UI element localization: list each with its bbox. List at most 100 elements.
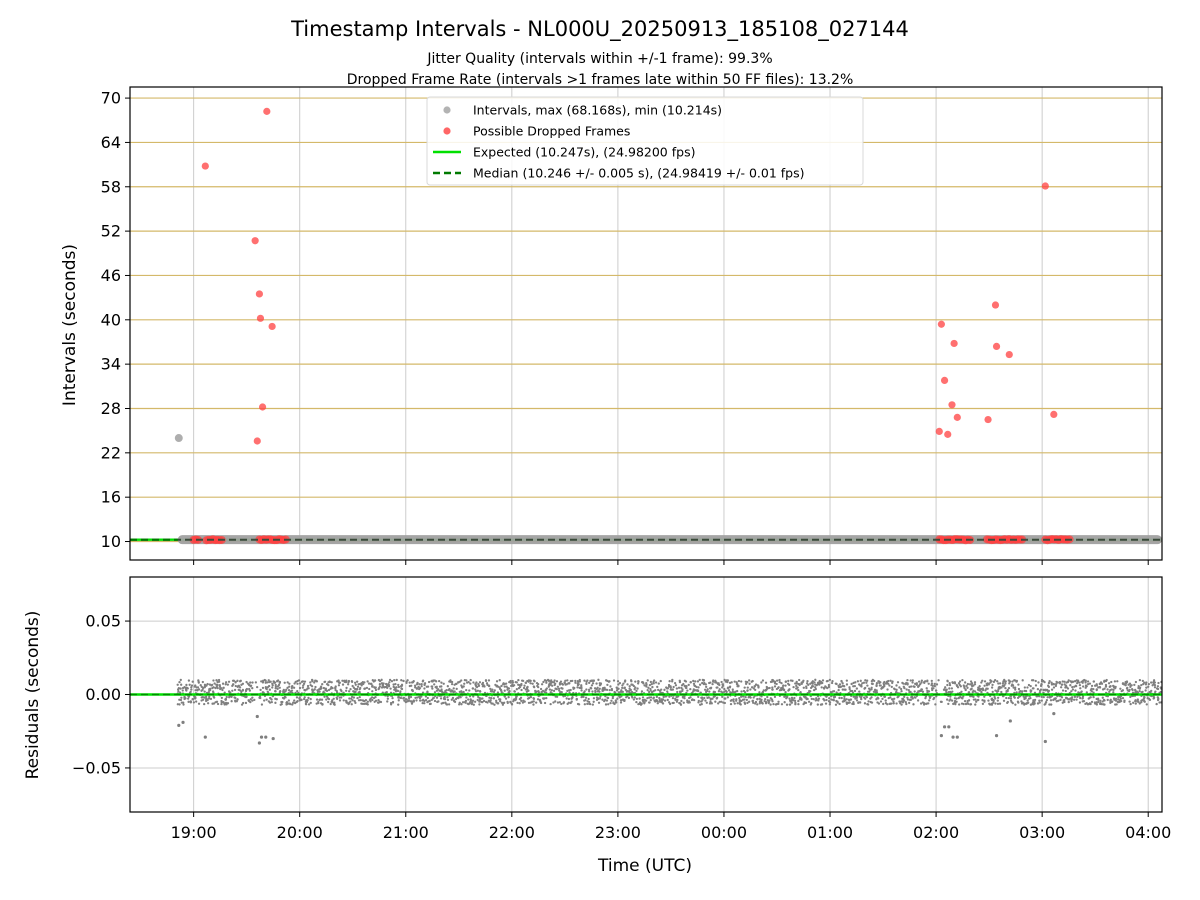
residual-point-2540 <box>969 703 973 706</box>
residual-point-2033 <box>807 683 810 686</box>
residual-point-383 <box>299 682 302 685</box>
residual-point-1101 <box>520 688 523 692</box>
residual-point-2558 <box>973 683 977 686</box>
residual-point-642 <box>378 685 382 688</box>
residual-point-2319 <box>895 690 898 694</box>
residual-point-1918 <box>771 688 774 691</box>
residual-point-2404 <box>921 690 925 693</box>
xtick-label-4: 23:00 <box>595 823 641 842</box>
residual-point-1035 <box>500 689 503 692</box>
residual-point-2295 <box>888 684 891 687</box>
residual-point-408 <box>306 699 309 702</box>
residual-point-2579 <box>981 679 984 682</box>
residual-point-510 <box>338 699 342 702</box>
residual-point-3090 <box>1138 678 1142 682</box>
residual-point-1307 <box>584 696 588 699</box>
residual-point-2763 <box>1037 681 1040 684</box>
residual-point-2784 <box>1043 703 1046 706</box>
residual-point-617 <box>371 685 374 688</box>
residual-point-2700 <box>1020 700 1023 703</box>
residual-point-1670 <box>696 680 700 683</box>
residual-point-167 <box>226 702 230 705</box>
residual-point-933 <box>468 695 472 698</box>
residual-point-41 <box>188 683 191 686</box>
residual-point-945 <box>473 700 477 703</box>
residual-point-2790 <box>1047 681 1051 685</box>
residual-point-1464 <box>631 696 634 699</box>
residual-point-729 <box>406 679 409 682</box>
residual-point-2654 <box>1004 686 1007 690</box>
residual-point-1943 <box>780 682 783 685</box>
chart-title: Timestamp Intervals - NL000U_20250913_18… <box>290 17 909 42</box>
chart-subtitle-dropped: Dropped Frame Rate (intervals >1 frames … <box>347 72 854 88</box>
residual-point-2268 <box>879 684 882 687</box>
residual-point-452 <box>321 683 324 686</box>
residual-point-359 <box>292 701 295 704</box>
residual-point-341 <box>287 689 291 692</box>
residual-point-1234 <box>560 690 563 694</box>
residual-point-2712 <box>1022 695 1025 698</box>
residual-point-2667 <box>1007 687 1011 690</box>
residual-point-116 <box>212 679 215 682</box>
residual-point-133 <box>216 702 220 706</box>
residual-point-1763 <box>724 697 727 700</box>
residual-point-2465 <box>947 702 950 705</box>
residual-point-1079 <box>512 684 516 687</box>
residual-point-1872 <box>758 691 761 694</box>
residual-point-623 <box>374 695 377 699</box>
residual-point-2725 <box>1027 683 1031 687</box>
residual-point-1242 <box>563 681 566 685</box>
residual-point-1198 <box>550 679 553 682</box>
residual-point-3154 <box>1158 701 1161 704</box>
residual-point-477 <box>329 702 332 706</box>
residual-point-957 <box>476 698 479 702</box>
residual-point-1663 <box>692 698 696 702</box>
residual-point-130 <box>216 683 219 687</box>
residual-point-772 <box>420 682 423 686</box>
residual-point-2537 <box>968 683 972 686</box>
residual-point-1828 <box>743 691 747 694</box>
residual-point-1377 <box>605 688 609 692</box>
residual-point-2814 <box>1052 683 1056 686</box>
residual-point-45 <box>190 688 193 691</box>
residual-point-2358 <box>907 688 910 692</box>
residual-point-1404 <box>612 679 616 682</box>
residual-point-2951 <box>1095 703 1099 706</box>
residual-point-1562 <box>663 688 666 691</box>
residual-point-1748 <box>718 688 721 691</box>
residual-point-1256 <box>568 682 571 685</box>
bottom-panel-frame <box>129 576 1163 813</box>
residual-point-1813 <box>739 703 742 706</box>
residual-point-1078 <box>513 690 516 693</box>
bottom-ytick-label-1: 0.00 <box>85 685 121 704</box>
residual-point-2883 <box>1074 689 1077 692</box>
residual-point-1001 <box>489 699 492 702</box>
residual-point-6 <box>179 691 182 694</box>
residual-point-128 <box>215 679 218 682</box>
residual-point-2819 <box>1054 684 1058 688</box>
residual-point-1632 <box>684 680 688 683</box>
residual-point-1109 <box>521 701 525 704</box>
residual-point-647 <box>380 678 383 681</box>
residual-point-1006 <box>490 690 494 693</box>
residual-point-1794 <box>734 690 737 693</box>
residual-point-2326 <box>898 686 901 689</box>
residual-point-1314 <box>585 682 588 685</box>
residual-point-540 <box>348 690 351 693</box>
residual-point-2002 <box>797 703 800 706</box>
residual-point-3123 <box>1148 698 1152 702</box>
residual-point-3148 <box>1155 687 1159 690</box>
residual-point-2359 <box>906 696 909 699</box>
residual-point-1686 <box>701 698 704 701</box>
residual-point-1953 <box>782 684 785 687</box>
residual-outlier-9 <box>942 725 947 729</box>
residual-point-3012 <box>1114 697 1118 700</box>
residual-point-1405 <box>615 689 619 692</box>
residual-point-1465 <box>632 698 636 701</box>
residual-point-719 <box>402 679 405 683</box>
residual-point-1351 <box>598 690 601 693</box>
residual-point-536 <box>346 683 350 686</box>
residual-point-1667 <box>695 685 698 689</box>
residual-point-2568 <box>978 685 981 688</box>
residual-point-2322 <box>895 684 898 687</box>
